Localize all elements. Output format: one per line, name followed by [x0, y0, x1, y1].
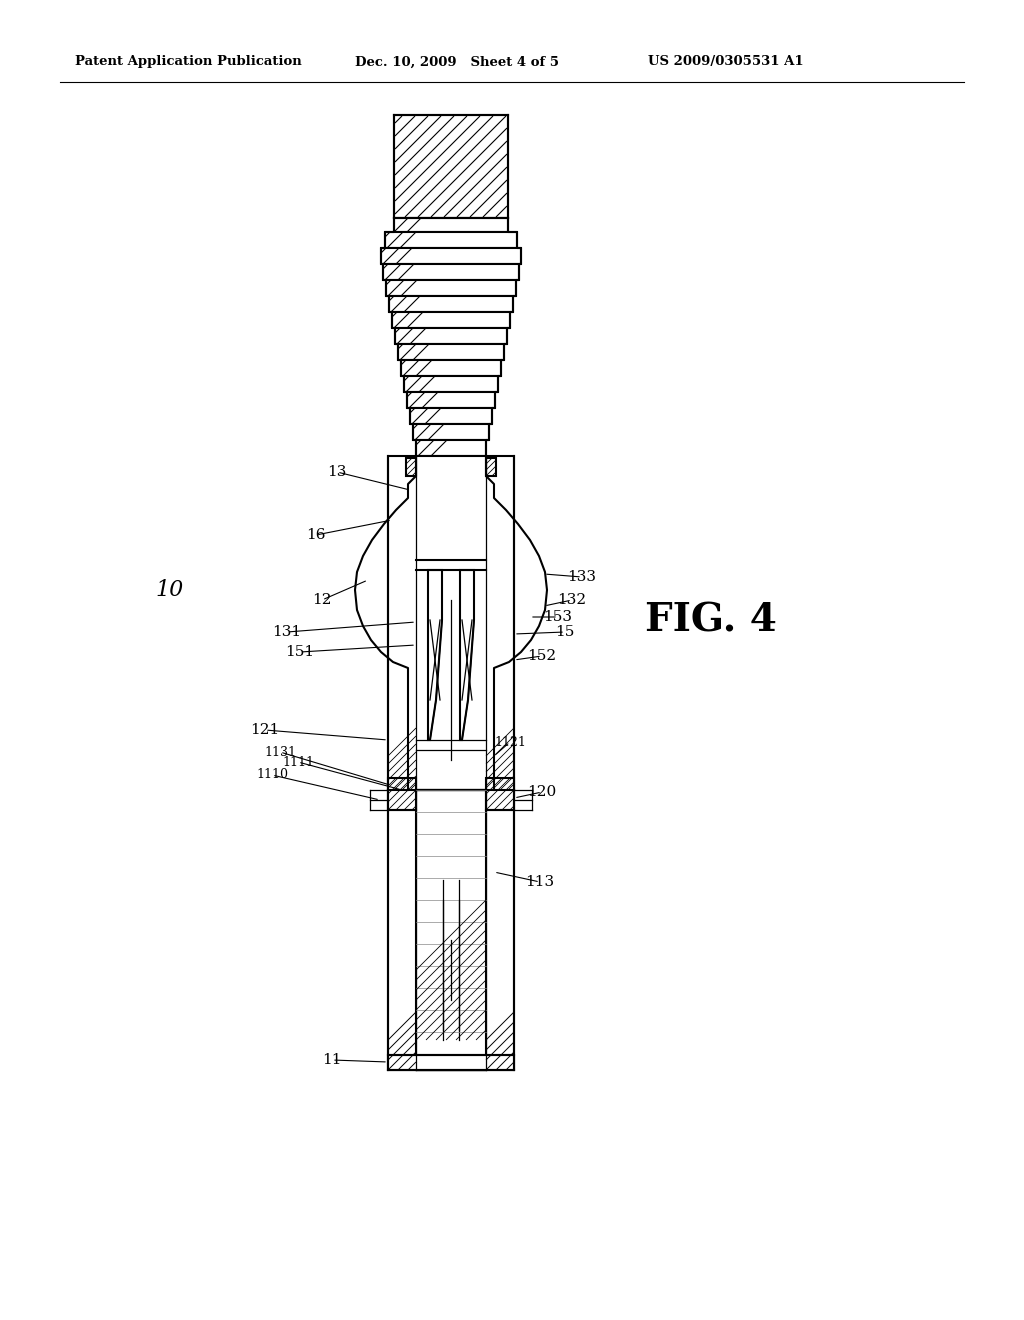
- Text: 151: 151: [286, 645, 314, 659]
- Text: 132: 132: [557, 593, 587, 607]
- Polygon shape: [404, 376, 498, 392]
- Polygon shape: [410, 408, 492, 424]
- Text: 120: 120: [527, 785, 557, 799]
- Text: US 2009/0305531 A1: US 2009/0305531 A1: [648, 55, 804, 69]
- Text: 113: 113: [525, 875, 555, 888]
- Text: 16: 16: [306, 528, 326, 543]
- Polygon shape: [398, 345, 504, 360]
- Polygon shape: [386, 280, 516, 296]
- Text: 13: 13: [328, 465, 347, 479]
- Text: 1111: 1111: [282, 755, 314, 768]
- Polygon shape: [395, 327, 507, 345]
- Text: 121: 121: [251, 723, 280, 737]
- Polygon shape: [460, 570, 474, 741]
- Polygon shape: [392, 312, 510, 327]
- Text: 15: 15: [555, 624, 574, 639]
- Polygon shape: [428, 570, 442, 741]
- Text: 1131: 1131: [264, 746, 296, 759]
- Polygon shape: [413, 424, 489, 440]
- Polygon shape: [416, 789, 486, 1071]
- Polygon shape: [486, 777, 514, 810]
- Text: 133: 133: [567, 570, 597, 583]
- Text: 152: 152: [527, 649, 557, 663]
- Text: 11: 11: [323, 1053, 342, 1067]
- Polygon shape: [486, 458, 496, 477]
- Polygon shape: [388, 789, 514, 1071]
- Text: 12: 12: [312, 593, 332, 607]
- Polygon shape: [406, 458, 416, 477]
- Polygon shape: [401, 360, 501, 376]
- Text: 10: 10: [156, 579, 184, 601]
- Polygon shape: [385, 232, 517, 248]
- Polygon shape: [383, 264, 519, 280]
- Text: FIG. 4: FIG. 4: [645, 601, 777, 639]
- Polygon shape: [388, 1055, 514, 1071]
- Text: Patent Application Publication: Patent Application Publication: [75, 55, 302, 69]
- Polygon shape: [388, 777, 416, 810]
- Polygon shape: [416, 440, 486, 455]
- Polygon shape: [388, 455, 514, 789]
- Text: 1110: 1110: [256, 768, 288, 781]
- Polygon shape: [407, 392, 495, 408]
- Text: 153: 153: [544, 610, 572, 624]
- Polygon shape: [394, 115, 508, 218]
- Text: Dec. 10, 2009   Sheet 4 of 5: Dec. 10, 2009 Sheet 4 of 5: [355, 55, 559, 69]
- Polygon shape: [394, 218, 508, 232]
- Text: 1121: 1121: [494, 735, 526, 748]
- Polygon shape: [381, 248, 521, 264]
- Polygon shape: [389, 296, 513, 312]
- Text: 131: 131: [272, 624, 301, 639]
